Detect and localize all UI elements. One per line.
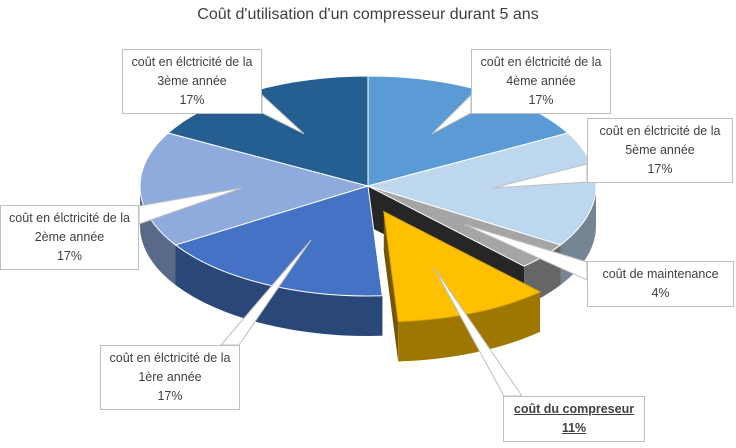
pie-slice-3 [383,210,542,323]
slice-value-2: 4% [651,286,670,300]
pie-side-5 [140,186,176,285]
pie-cut-3-1 [383,211,399,362]
slice-label-1: coût en élctricité de la 5ème année [599,124,721,157]
slice-label-5: coût en élctricité de la 2ème année [9,211,130,244]
callout-5: coût en élctricité de la 2ème année 17% [0,205,139,270]
slice-label-6: coût en élctricité de la 3ème année [131,55,253,88]
callout-3: coût du compreseur 11% [503,396,645,442]
callout-0: coût en élctricité de la 4ème année 17% [471,49,611,114]
pie-slice-4 [174,185,383,297]
pie-slice-1 [366,132,597,246]
slice-value-5: 17% [56,249,83,263]
slice-value-0: 17% [528,93,554,107]
callout-pointers [138,93,588,397]
slice-label-2: coût de maintenance [602,267,719,281]
callout-pointer-6 [261,93,305,135]
slice-value-3: 11% [561,421,587,435]
callout-6: coût en élctricité de la 3ème année 17% [122,49,262,114]
slice-label-0: coût en élctricité de la 4ème année [480,55,602,88]
callout-4: coût en élctricité de la 1ère année 17% [100,345,240,410]
slice-value-4: 17% [157,389,183,403]
pie-slice-5 [139,132,370,246]
slice-label-4: coût en élctricité de la 1ère année [109,351,231,384]
callout-pointer-5 [138,187,243,225]
chart-title: Coût d'utilisation d'un compresseur dura… [197,6,539,23]
slice-value-1: 17% [647,162,673,176]
slice-label-3: coût du compreseur [513,402,635,416]
callout-1: coût en élctricité de la 5ème année 17% [587,118,733,183]
pie-side-4 [175,244,383,336]
slice-value-6: 17% [179,93,205,107]
callout-2: coût de maintenance 4% [587,261,734,307]
